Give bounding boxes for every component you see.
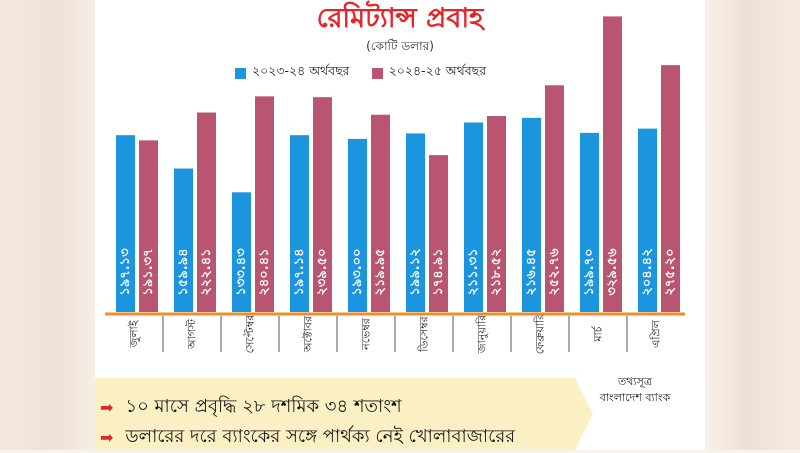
legend-label-series1: ২০২৩-২৪ অর্থবছর: [252, 63, 350, 78]
data-label-2-6: ২১৮.৫২: [489, 248, 504, 295]
arrow-right-icon: ➡: [100, 398, 114, 417]
data-label-2-3: ২৩৯.৫০: [315, 248, 330, 295]
data-label-1-8: ১৯৯.৭০: [582, 248, 597, 295]
bar-1-5: [406, 133, 425, 312]
bar-2-3: [313, 97, 332, 313]
bar-1-3: [290, 135, 309, 312]
category-label: আগস্ট: [186, 318, 199, 350]
source-credit: তথ্যসূত্র বাংলাদেশ ব্যাংক: [590, 374, 680, 406]
legend-item-series2: ২০২৪-২৫ অর্থবছর: [371, 63, 487, 83]
category-label: জানুয়ারি: [476, 314, 489, 354]
data-label-2-5: ১৭৪.৯১: [431, 248, 446, 295]
bar-2-0: [139, 140, 158, 312]
data-label-1-9: ২০৪.৪২: [640, 248, 655, 295]
bar-2-5: [429, 155, 448, 312]
data-label-1-7: ২১৬.৪৫: [524, 248, 539, 295]
bar-1-4: [348, 138, 367, 312]
category-label: মার্চ: [592, 325, 605, 342]
right-background-band: [705, 0, 800, 450]
data-label-2-8: ৩২৯.৫৬: [605, 248, 620, 296]
bar-1-1: [174, 168, 193, 312]
category-label: সেপ্টেম্বর: [244, 314, 257, 354]
bar-2-7: [545, 85, 564, 312]
chart-title: রেমিট্যান্স প্রবাহ: [316, 3, 484, 34]
source-name: বাংলাদেশ ব্যাংক: [599, 391, 671, 404]
data-label-2-9: ২৭৫.২০: [663, 248, 678, 295]
category-label: ডিসেম্বর: [418, 315, 431, 352]
bar-1-2: [232, 192, 251, 312]
data-label-1-2: ১৩৩.৪৩: [234, 248, 249, 296]
bullet-text-1: ১০ মাসে প্রবৃদ্ধি ২৮ দশমিক ৩৪ শতাংশ: [125, 396, 402, 417]
bullet-growth: ➡ ১০ মাসে প্রবৃদ্ধি ২৮ দশমিক ৩৪ শতাংশ: [100, 392, 402, 423]
category-label: ফেব্রুয়ারি: [534, 313, 547, 354]
bar-2-4: [371, 114, 390, 312]
category-label: জুলাই: [128, 319, 141, 348]
footer-band-arrow-tail: [575, 378, 593, 450]
bar-2-6: [487, 115, 506, 313]
legend-swatch-series1: [235, 67, 246, 79]
data-label-1-4: ১৯৩.০০: [350, 248, 365, 295]
data-label-2-0: ১৯১.৩৭: [141, 248, 156, 295]
data-label-1-3: ১৯৭.১৪: [292, 248, 307, 295]
bar-2-9: [661, 65, 680, 313]
category-label: অক্টোবর: [302, 315, 315, 353]
data-label-1-5: ১৯৯.১২: [408, 248, 423, 295]
data-label-2-2: ২৪০.৪১: [257, 248, 272, 295]
bar-2-8: [603, 16, 622, 313]
arrow-right-icon: ➡: [100, 428, 114, 447]
data-label-2-1: ২২২.৪১: [199, 248, 214, 295]
bullet-exchange-rate: ➡ ডলারের দরে ব্যাংকের সঙ্গে পার্থক্য নেই…: [100, 422, 515, 453]
bar-2-1: [197, 112, 216, 312]
bar-2-2: [255, 96, 274, 312]
data-label-1-1: ১৫৯.৯৪: [176, 248, 191, 295]
category-label: নভেম্বর: [360, 317, 373, 351]
data-label-2-4: ২১৯.৯৫: [373, 248, 388, 295]
bar-1-8: [580, 132, 599, 312]
chart-legend: ২০২৩-২৪ অর্থবছর ২০২৪-২৫ অর্থবছর: [235, 63, 486, 83]
bar-1-9: [638, 128, 657, 312]
source-label: তথ্যসূত্র: [618, 375, 652, 388]
left-background-band: [0, 0, 95, 450]
bar-1-7: [522, 117, 541, 312]
footer-highlight-band: [95, 378, 575, 450]
data-label-1-6: ২১১.৩১: [466, 248, 481, 295]
bar-1-6: [464, 122, 483, 312]
data-label-2-7: ২৫২.৭৬: [547, 248, 562, 296]
chart-unit-label: (কোটি ডলার): [366, 39, 434, 53]
bullet-text-2: ডলারের দরে ব্যাংকের সঙ্গে পার্থক্য নেই খ…: [125, 426, 516, 447]
category-label: এপ্রিল: [650, 319, 663, 348]
legend-label-series2: ২০২৪-২৫ অর্থবছর: [388, 63, 487, 78]
legend-swatch-series2: [371, 67, 383, 79]
bar-1-0: [116, 135, 135, 312]
data-label-1-0: ১৯৭.১৩: [118, 248, 133, 296]
legend-item-series1: ২০২৩-২৪ অর্থবছর: [235, 63, 350, 83]
